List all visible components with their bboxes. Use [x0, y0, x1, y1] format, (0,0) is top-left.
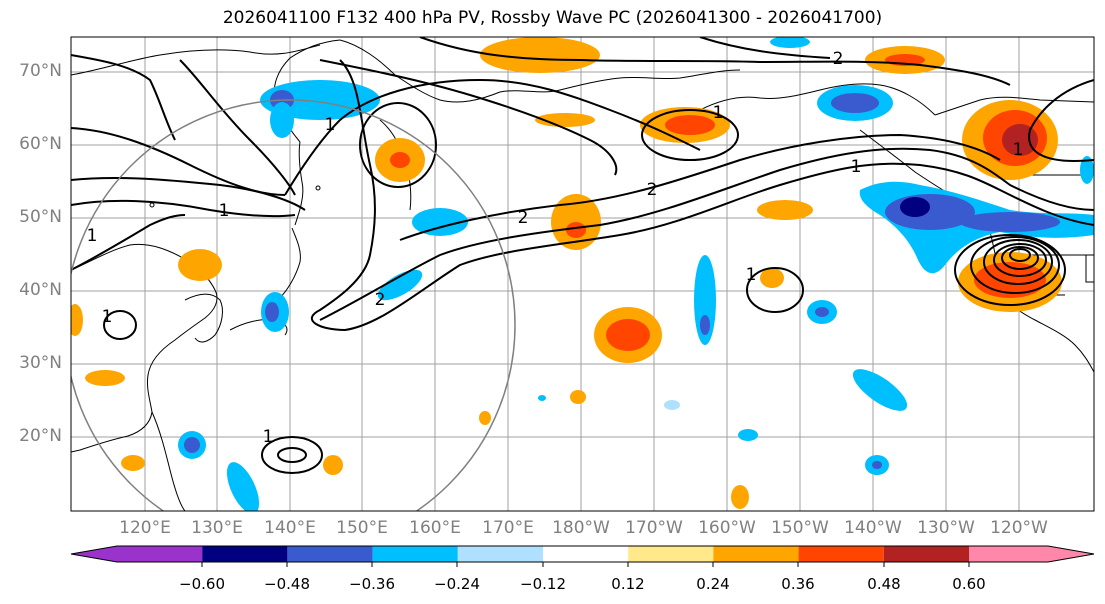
lat-label-60n: 60°N [19, 134, 62, 154]
lon-label-120e: 120°E [119, 518, 171, 538]
colorbar-tick-label: −0.48 [264, 575, 310, 593]
colorbar-tick-label: 0.48 [867, 575, 901, 593]
contour-label-group: 1 1 1 2 2 1 1 2 1 1 1 1 2 [87, 49, 1024, 447]
contour-label: 1 [1013, 140, 1024, 160]
lat-label-40n: 40°N [19, 280, 62, 300]
lon-label-180w: 180°W [552, 518, 610, 538]
contour-label: 2 [518, 208, 529, 228]
colorbar-segment [457, 546, 543, 562]
map-title: 2026041100 F132 400 hPa PV, Rossby Wave … [222, 8, 883, 28]
colorbar-max-extend [1048, 546, 1094, 562]
colorbar-tick-label: −0.60 [179, 575, 225, 593]
colorbar-segment [117, 546, 203, 562]
lat-label-30n: 30°N [19, 353, 62, 373]
colorbar-segment [713, 546, 799, 562]
colorbar-segment [287, 546, 373, 562]
colorbar-segment [202, 546, 288, 562]
colorbar-tick-label: −0.24 [434, 575, 480, 593]
contour-label: 1 [325, 115, 336, 135]
pv-positive-anomalies [71, 37, 1062, 509]
colorbar-tick-label: 0.24 [696, 575, 730, 593]
colorbar [70, 545, 1095, 567]
lon-label-130w: 130°W [917, 518, 975, 538]
lat-label-70n: 70°N [19, 61, 62, 81]
contour-label: 1 [713, 103, 724, 123]
lon-label-150w: 150°W [771, 518, 829, 538]
colorbar-segment [372, 546, 458, 562]
lon-label-160w: 160°W [698, 518, 756, 538]
lon-label-170e: 170°E [482, 518, 534, 538]
contour-label: 1 [87, 226, 98, 246]
colorbar-tick-marks [201, 562, 970, 567]
lon-label-120w: 120°W [990, 518, 1048, 538]
colorbar-tick-label: −0.12 [520, 575, 566, 593]
lat-label-20n: 20°N [19, 426, 62, 446]
lon-label-160e: 160°E [409, 518, 461, 538]
contour-label: 1 [263, 427, 274, 447]
contour-label: 1 [851, 157, 862, 177]
contour-label: 1 [102, 307, 113, 327]
map-panel: 1 1 1 2 2 1 1 2 1 1 1 1 2 [71, 37, 1094, 511]
lat-label-50n: 50°N [19, 207, 62, 227]
colorbar-tick-label: 0.60 [952, 575, 986, 593]
colorbar-outline [70, 545, 1095, 563]
contour-lines [71, 37, 1094, 474]
colorbar-segment [628, 546, 714, 562]
contour-label: 1 [746, 265, 757, 285]
lon-label-170w: 170°W [625, 518, 683, 538]
map-frame [70, 36, 1095, 512]
contour-label: 2 [375, 290, 386, 310]
colorbar-min-extend [71, 546, 117, 562]
contour-label: 2 [647, 180, 658, 200]
colorbar-tick-label: 0.12 [611, 575, 645, 593]
contour-label: 2 [833, 49, 844, 69]
colorbar-segment [543, 546, 629, 562]
colorbar-segment [798, 546, 884, 562]
projection-circle [71, 99, 516, 511]
lon-label-150e: 150°E [336, 518, 388, 538]
pv-negative-anomalies [178, 37, 1094, 511]
colorbar-tick-label: −0.36 [349, 575, 395, 593]
lon-label-140e: 140°E [264, 518, 316, 538]
colorbar-segment [969, 546, 1048, 562]
lon-label-130e: 130°E [191, 518, 243, 538]
contour-label: 1 [219, 201, 230, 221]
colorbar-tick-label: 0.36 [781, 575, 815, 593]
lon-label-140w: 140°W [844, 518, 902, 538]
colorbar-segment [883, 546, 969, 562]
